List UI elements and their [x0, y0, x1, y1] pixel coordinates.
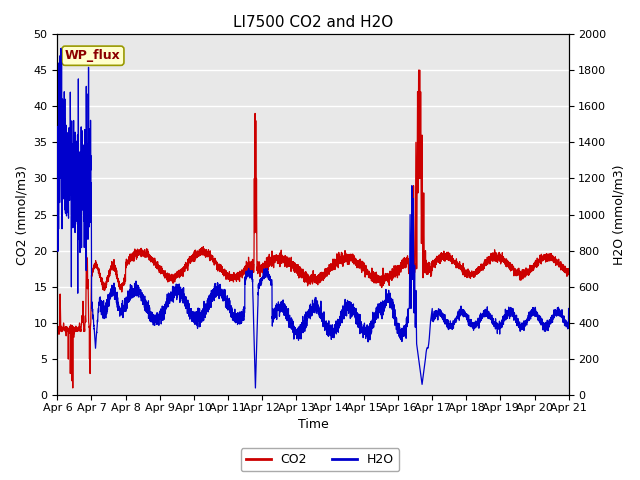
Y-axis label: CO2 (mmol/m3): CO2 (mmol/m3): [15, 165, 28, 264]
Legend: CO2, H2O: CO2, H2O: [241, 448, 399, 471]
X-axis label: Time: Time: [298, 419, 328, 432]
Title: LI7500 CO2 and H2O: LI7500 CO2 and H2O: [233, 15, 393, 30]
Text: WP_flux: WP_flux: [65, 49, 121, 62]
Y-axis label: H2O (mmol/m3): H2O (mmol/m3): [612, 164, 625, 265]
